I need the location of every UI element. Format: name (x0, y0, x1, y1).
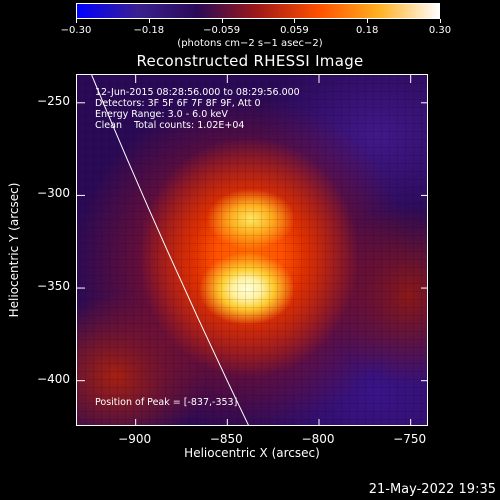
y-tick-label: −300 (37, 186, 70, 201)
solar-limb-line (91, 75, 249, 425)
y-tick-label: −350 (37, 279, 70, 294)
y-axis-label: Heliocentric Y (arcsec) (7, 182, 21, 318)
colorbar-tick-mark (294, 19, 296, 23)
plot-overlay (77, 75, 427, 425)
y-tick-label: −250 (37, 93, 70, 108)
colorbar-tick-mark (76, 19, 77, 23)
timestamp: 21-May-2022 19:35 (368, 482, 496, 497)
x-tick-label: −750 (393, 432, 427, 446)
colorbar-tick-mark (221, 19, 223, 23)
y-tick-label: −400 (37, 371, 70, 386)
x-tick-label: −800 (301, 432, 335, 446)
colorbar-tick-label: −0.18 (133, 25, 165, 36)
rhessi-image (77, 75, 427, 425)
colorbar-tick-label: 0.30 (428, 25, 452, 36)
x-tick-label: −900 (118, 432, 152, 446)
pixel-grid (77, 75, 427, 425)
colorbar (76, 3, 440, 19)
info-counts: Clean Total counts: 1.02E+04 (95, 120, 245, 131)
colorbar-tick-mark (440, 19, 441, 23)
info-detectors: Detectors: 3F 5F 6F 7F 8F 9F, Att 0 (95, 98, 261, 109)
x-axis-label: Heliocentric X (arcsec) (184, 446, 320, 460)
colorbar-tick-label: 0.059 (280, 25, 309, 36)
colorbar-tick-label: −0.059 (203, 25, 241, 36)
colorbar-units: (photons cm−2 s−1 asec−2) (177, 38, 323, 49)
colorbar-tick-label: 0.18 (356, 25, 379, 36)
info-energy: Energy Range: 3.0 - 6.0 keV (95, 109, 228, 120)
info-time: 12-Jun-2015 08:28:56.000 to 08:29:56.000 (95, 87, 300, 98)
x-tick-label: −850 (209, 432, 243, 446)
peak-position: Position of Peak = [-837,-353] (95, 397, 238, 408)
colorbar-tick-mark (148, 19, 150, 23)
colorbar-tick-label: −0.30 (60, 25, 92, 36)
image-plot: 12-Jun-2015 08:28:56.000 to 08:29:56.000… (76, 74, 428, 426)
colorbar-tick-mark (367, 19, 369, 23)
plot-title: Reconstructed RHESSI Image (136, 52, 364, 70)
